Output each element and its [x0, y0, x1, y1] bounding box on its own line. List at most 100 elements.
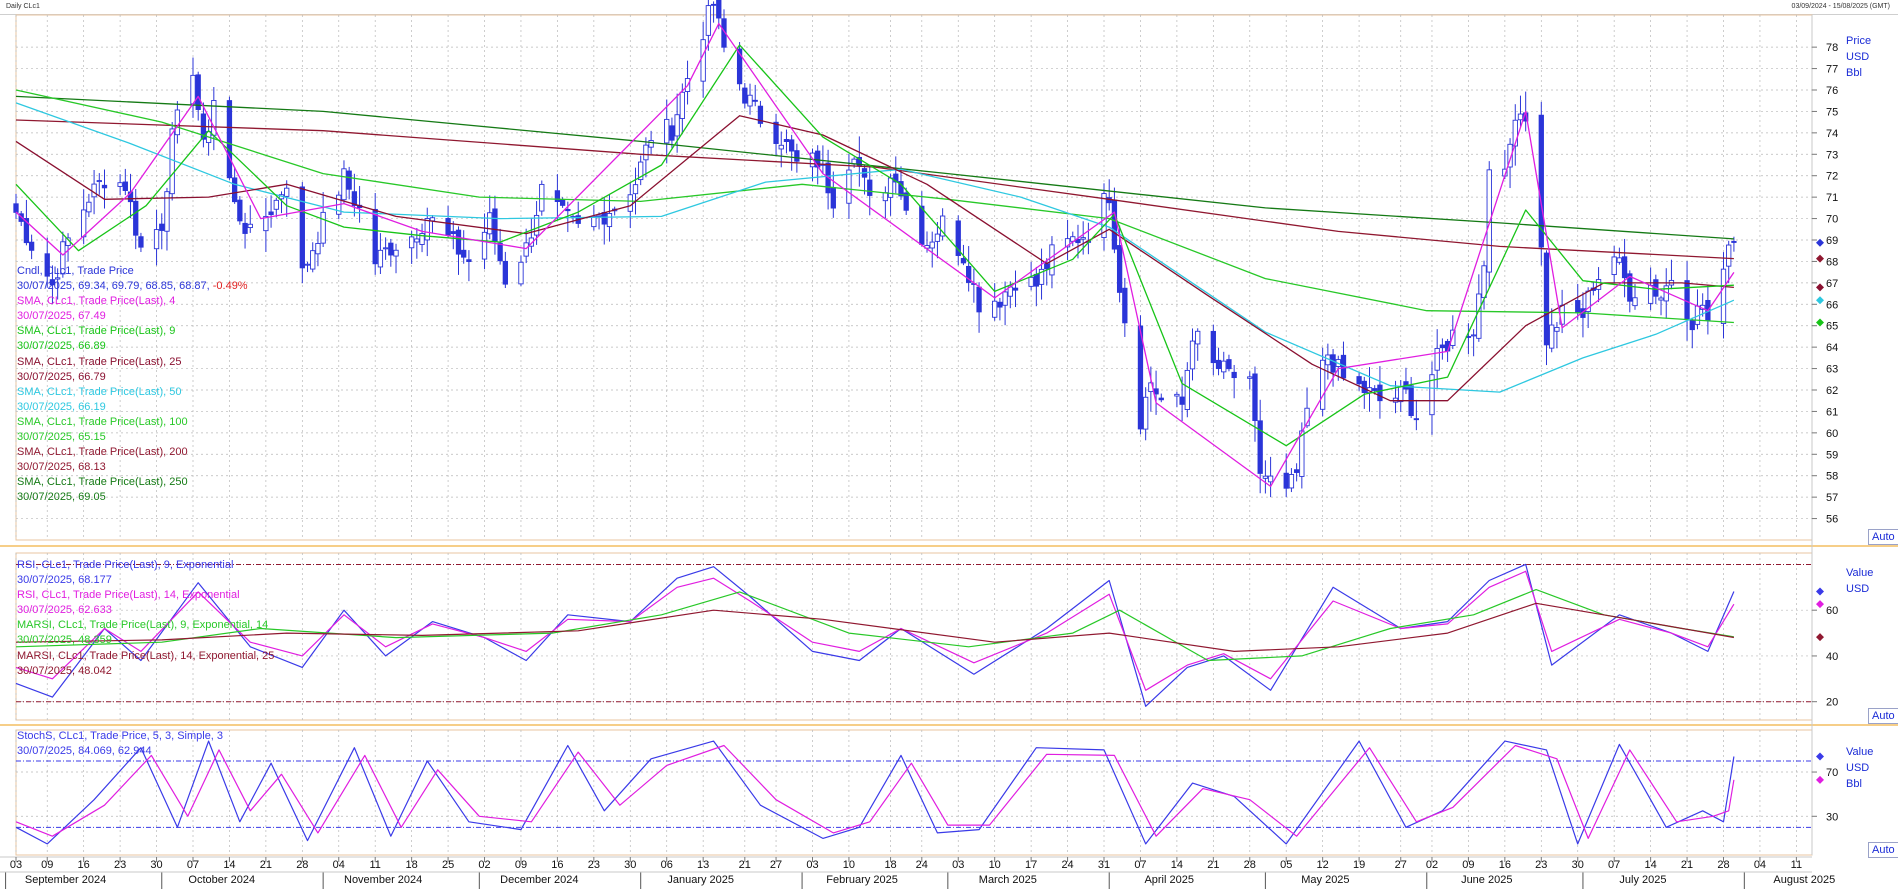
candle-body [1543, 252, 1550, 346]
x-day-label: 17 [1025, 859, 1037, 871]
price-axis-title-line: USD [1846, 51, 1870, 63]
candle [382, 237, 389, 260]
rsi-ytick-label: 60 [1826, 605, 1838, 617]
candle [1512, 104, 1518, 166]
price-ytick-label: 65 [1826, 321, 1838, 333]
candle [1720, 252, 1727, 339]
price-ytick-label: 58 [1826, 471, 1838, 483]
candle-body [903, 192, 909, 211]
candle [1122, 277, 1128, 337]
candle-body [939, 215, 946, 237]
candle [408, 230, 415, 264]
candle [1632, 284, 1638, 310]
candle-body [1575, 300, 1581, 314]
candle-body [231, 177, 238, 203]
candle-body [414, 238, 420, 243]
candle-body [679, 91, 685, 119]
x-day-label: 03 [952, 859, 964, 871]
candle-body [638, 161, 644, 181]
candle [664, 99, 670, 164]
candle [846, 153, 852, 219]
candle [1002, 281, 1008, 326]
candle [1195, 328, 1201, 361]
candle [226, 96, 233, 180]
candle-body [669, 125, 675, 141]
candle [554, 174, 561, 221]
candle [966, 246, 972, 292]
candle [393, 243, 399, 274]
stoch-auto-scale-button[interactable]: Auto [1868, 842, 1898, 858]
candle-body [1512, 119, 1518, 147]
x-day-label: 07 [1134, 859, 1146, 871]
candle-body [1257, 420, 1263, 474]
legend-sma9-value: 30/07/2025, 66.89 [17, 340, 106, 353]
x-day-label: 14 [1644, 859, 1656, 871]
rsi-axis-title-line: Value [1846, 567, 1874, 579]
candle-body [1101, 193, 1107, 239]
price-auto-scale-button[interactable]: Auto [1868, 529, 1898, 545]
candle-body [1210, 330, 1216, 364]
rsi-auto-scale-button[interactable]: Auto [1868, 708, 1898, 724]
candle-body [424, 218, 430, 241]
price-legend: Cndl, CLc1, Trade Price 30/07/2025, 69.3… [17, 264, 248, 506]
price-ytick-label: 72 [1826, 171, 1838, 183]
legend-sma250-value: 30/07/2025, 69.05 [17, 491, 106, 504]
x-day-label: 21 [739, 859, 751, 871]
price-ytick-label: 68 [1826, 256, 1838, 268]
candle-body [830, 187, 836, 209]
candle-body [664, 118, 670, 144]
x-month-label: June 2025 [1461, 874, 1512, 886]
rsi-axis-title: Value USD [1846, 565, 1873, 597]
candle [242, 212, 248, 249]
candle-body [627, 194, 633, 212]
legend-sma9-label: SMA, CLc1, Trade Price(Last), 9 [17, 325, 176, 338]
x-day-label: 30 [150, 859, 162, 871]
candle-body [1726, 244, 1732, 267]
x-month-label: October 2024 [188, 874, 255, 886]
candle-body [518, 261, 524, 285]
candle [1247, 371, 1253, 390]
legend-rsi9-value: 30/07/2025, 68.177 [17, 574, 112, 587]
candle-body [700, 39, 706, 82]
candle-body [523, 242, 529, 257]
candle [773, 113, 779, 156]
x-day-label: 02 [1426, 859, 1438, 871]
candle-body [596, 214, 602, 217]
candle [679, 83, 685, 135]
price-ytick-label: 78 [1826, 42, 1838, 54]
candle [752, 84, 758, 107]
price-marker-sma25 [1816, 283, 1824, 292]
price-ytick-label: 62 [1826, 385, 1838, 397]
price-ytick-label: 64 [1826, 342, 1838, 354]
candle [1434, 329, 1440, 388]
candle-body [1033, 273, 1039, 287]
candle-body [856, 156, 862, 167]
candle-body [1372, 388, 1378, 391]
candle-body [1111, 199, 1118, 250]
x-day-label: 14 [1171, 859, 1183, 871]
candle-body [1231, 371, 1237, 379]
candle-body [284, 187, 290, 197]
legend-marsi14-value: 30/07/2025, 48.042 [17, 664, 112, 677]
legend-sma25-label: SMA, CLc1, Trade Price(Last), 25 [17, 355, 182, 368]
candle [497, 228, 503, 265]
candle-body [492, 208, 498, 242]
legend-stoch-label: StochS, CLc1, Trade Price, 5, 3, Simple,… [17, 730, 224, 742]
legend-sma25-value: 30/07/2025, 66.79 [17, 370, 106, 383]
candle-body [372, 208, 378, 265]
legend-rsi14-label: RSI, CLc1, Trade Price(Last), 14, Expone… [17, 589, 240, 602]
candle [955, 215, 961, 266]
candle-body [382, 247, 389, 250]
candle [86, 193, 92, 218]
candle-body [1658, 297, 1664, 301]
candle-body [591, 215, 597, 228]
candle-body [1122, 287, 1128, 324]
candle [28, 234, 35, 260]
rsi-line-rsi9 [15, 563, 1735, 707]
x-day-label: 21 [260, 859, 272, 871]
candle-body [86, 201, 92, 213]
stoch-panel-frame [15, 729, 1813, 856]
candle-body [1174, 393, 1180, 397]
candle-body [648, 140, 654, 148]
